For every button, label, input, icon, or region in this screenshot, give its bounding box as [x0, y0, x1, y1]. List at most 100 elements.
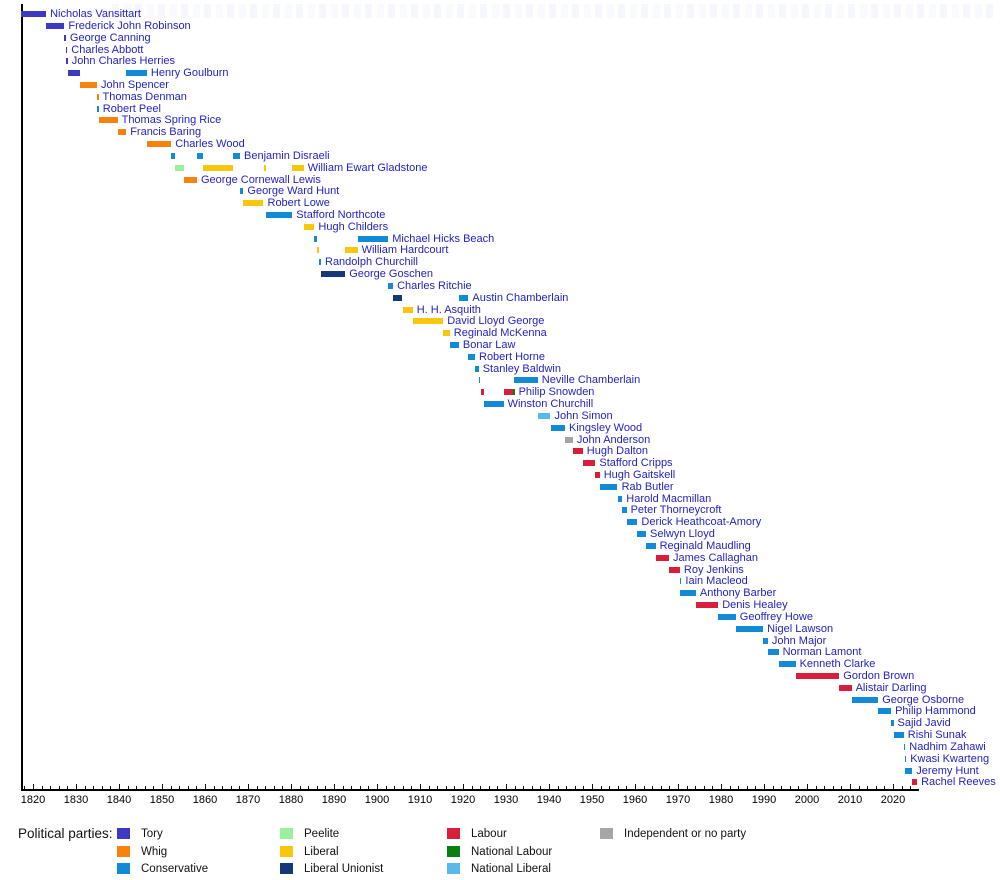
- chancellor-name[interactable]: Hugh Dalton: [586, 445, 648, 458]
- term-bar-conservative: [767, 649, 779, 656]
- chancellor-name[interactable]: Roy Jenkins: [683, 563, 744, 576]
- chancellor-name[interactable]: John Charles Herries: [71, 55, 176, 68]
- chancellor-name[interactable]: Jeremy Hunt: [916, 764, 979, 777]
- chancellor-name[interactable]: Winston Churchill: [507, 398, 594, 411]
- chancellor-name[interactable]: Robert Peel: [102, 102, 161, 115]
- chancellor-name[interactable]: Harold Macmillan: [626, 492, 712, 505]
- chancellor-name[interactable]: Henry Goulburn: [150, 67, 229, 80]
- term-bar-conservative: [232, 152, 240, 159]
- faded-watermark-band: [112, 4, 998, 18]
- chancellor-name[interactable]: Robert Horne: [479, 350, 546, 363]
- chancellor-name[interactable]: John Major: [771, 634, 827, 647]
- chancellor-name[interactable]: Denis Healey: [722, 599, 788, 611]
- chancellor-name[interactable]: Bonar Law: [462, 339, 516, 351]
- chancellor-name[interactable]: James Callaghan: [673, 551, 758, 564]
- chancellor-name[interactable]: Philip Hammond: [895, 705, 976, 718]
- chancellor-name[interactable]: Hugh Childers: [318, 220, 389, 233]
- chancellor-name[interactable]: Charles Wood: [175, 138, 245, 150]
- term-bar-peelite: [174, 164, 185, 171]
- axis-minor-tick: [93, 786, 95, 789]
- chancellor-name[interactable]: Rab Butler: [621, 480, 674, 493]
- chancellor-name[interactable]: Michael Hicks Beach: [392, 232, 495, 245]
- chancellor-name[interactable]: Iain Macleod: [685, 575, 748, 588]
- chancellor-name[interactable]: Benjamin Disraeli: [244, 149, 330, 162]
- chancellor-name[interactable]: Anthony Barber: [699, 587, 777, 600]
- axis-major-tick: [334, 784, 335, 789]
- chancellor-name[interactable]: Charles Abbott: [71, 43, 144, 56]
- chancellor-name[interactable]: John Spencer: [101, 78, 169, 91]
- term-bar-conservative: [126, 70, 147, 77]
- chancellor-name[interactable]: H. H. Asquith: [416, 303, 481, 316]
- term-bar-conservative: [478, 377, 481, 384]
- chancellor-name[interactable]: Reginald McKenna: [453, 327, 547, 340]
- axis-minor-tick: [265, 786, 267, 789]
- chancellor-name[interactable]: Kenneth Clarke: [799, 658, 876, 671]
- term-bar-liberal: [202, 164, 233, 171]
- legend-swatch-tory: [117, 828, 130, 839]
- chancellor-name[interactable]: George Cornewall Lewis: [201, 173, 321, 186]
- chancellor-name[interactable]: Charles Ritchie: [397, 279, 472, 292]
- chancellor-name[interactable]: Robert Lowe: [267, 197, 330, 210]
- chancellor-name[interactable]: John Simon: [554, 409, 613, 422]
- chancellor-name[interactable]: William Hardcourt: [361, 244, 449, 257]
- axis-minor-tick: [308, 786, 310, 789]
- term-bar-liberal: [402, 306, 413, 313]
- chancellor-name[interactable]: Geoffrey Howe: [739, 610, 813, 623]
- chancellor-name[interactable]: George Ward Hunt: [247, 185, 340, 198]
- chancellor-name[interactable]: Neville Chamberlain: [541, 374, 641, 387]
- axis-minor-tick: [170, 786, 172, 789]
- chancellor-name[interactable]: Stanley Baldwin: [482, 362, 561, 375]
- chancellor-name[interactable]: Nicholas Vansittart: [50, 8, 141, 20]
- chancellor-name[interactable]: Austin Chamberlain: [472, 291, 569, 304]
- term-bar-whig: [98, 117, 118, 124]
- chancellor-name[interactable]: Philip Snowden: [518, 386, 595, 399]
- axis-minor-tick: [50, 786, 52, 789]
- legend-swatch-national_liberal: [447, 863, 460, 874]
- chancellor-name[interactable]: Thomas Denman: [102, 90, 187, 103]
- axis-major-tick: [377, 784, 378, 789]
- term-bar-tory: [65, 46, 68, 53]
- axis-major-tick: [764, 784, 765, 789]
- chancellor-name[interactable]: Francis Baring: [130, 126, 202, 139]
- axis-minor-tick: [875, 786, 877, 789]
- chancellor-name[interactable]: Norman Lamont: [782, 646, 862, 659]
- legend-swatch-labour: [447, 828, 460, 839]
- chancellor-name[interactable]: Kwasi Kwarteng: [910, 752, 990, 765]
- chancellor-name[interactable]: Selwyn Lloyd: [650, 528, 715, 541]
- axis-major-tick: [33, 784, 34, 789]
- axis-minor-tick: [781, 786, 783, 789]
- chancellor-name[interactable]: George Canning: [69, 31, 151, 44]
- legend-label-liberal_unionist: Liberal Unionist: [304, 863, 384, 875]
- chancellor-name[interactable]: Hugh Gaitskell: [603, 469, 676, 481]
- term-bar-labour: [572, 448, 583, 455]
- chancellor-name[interactable]: William Ewart Gladstone: [307, 161, 428, 174]
- chancellor-name[interactable]: Frederick John Robinson: [68, 19, 191, 32]
- chancellor-name[interactable]: Thomas Spring Rice: [121, 114, 222, 127]
- chancellor-name[interactable]: Nigel Lawson: [767, 622, 834, 635]
- chancellor-name[interactable]: Nadhim Zahawi: [909, 740, 986, 753]
- chancellor-name[interactable]: David Lloyd George: [447, 315, 545, 328]
- chancellor-name[interactable]: Peter Thorneycroft: [630, 504, 722, 517]
- chancellor-name[interactable]: Reginald Maudling: [659, 539, 751, 552]
- chancellor-name[interactable]: George Osborne: [882, 693, 965, 706]
- chancellor-name[interactable]: John Anderson: [576, 433, 651, 446]
- chancellor-name[interactable]: Kingsley Wood: [569, 421, 643, 434]
- axis-minor-tick: [841, 786, 843, 789]
- chancellor-name[interactable]: Stafford Northcote: [296, 208, 386, 221]
- term-bar-conservative: [171, 152, 175, 159]
- term-bar-conservative: [617, 495, 623, 502]
- chancellor-name[interactable]: Rishi Sunak: [907, 729, 967, 741]
- chancellor-name[interactable]: George Goschen: [349, 268, 433, 280]
- chancellor-name[interactable]: Rachel Reeves: [921, 776, 996, 789]
- axis-minor-tick: [497, 786, 499, 789]
- term-bar-conservative: [878, 708, 892, 715]
- chancellor-name[interactable]: Derick Heathcoat-Amory: [641, 516, 762, 529]
- chancellor-name[interactable]: Stafford Cripps: [599, 457, 673, 470]
- chancellor-name[interactable]: Alistair Darling: [855, 681, 927, 694]
- axis-minor-tick: [256, 786, 258, 789]
- chancellor-name[interactable]: Randolph Churchill: [325, 256, 418, 269]
- axis-minor-tick: [867, 786, 869, 789]
- chancellor-name[interactable]: Sajid Javid: [897, 717, 951, 730]
- chancellor-name[interactable]: Gordon Brown: [843, 669, 915, 682]
